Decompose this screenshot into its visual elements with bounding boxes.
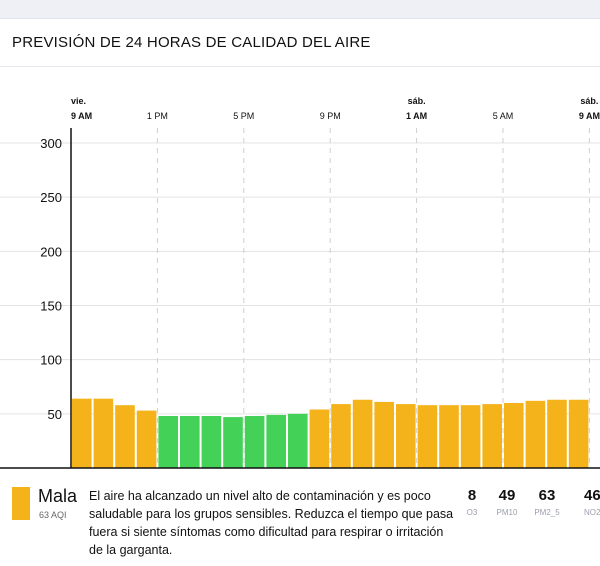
bar <box>504 403 524 468</box>
bar <box>115 405 135 468</box>
x-time-label: 5 PM <box>233 111 254 121</box>
aqi-value: 63 AQI <box>39 510 67 520</box>
pollutant-name: PM2_5 <box>534 508 560 517</box>
x-day-label: sáb. <box>580 96 598 106</box>
x-day-label: sáb. <box>408 96 426 106</box>
pollutant-value: 63 <box>538 487 556 504</box>
x-day-label: vie. <box>71 96 86 106</box>
pollutant-value: 49 <box>498 487 516 504</box>
page-title: PREVISIÓN DE 24 HORAS DE CALIDAD DEL AIR… <box>12 34 371 51</box>
bar <box>547 399 567 468</box>
x-time-label: 5 AM <box>493 111 514 121</box>
bar <box>396 404 416 468</box>
title-divider <box>0 66 600 67</box>
x-time-label: 9 AM <box>579 111 600 121</box>
y-tick-label: 300 <box>40 136 62 151</box>
top-bar <box>0 0 600 19</box>
bar <box>417 405 438 468</box>
bar <box>439 405 459 468</box>
bar <box>158 416 178 468</box>
bar <box>180 416 200 468</box>
bar <box>309 409 330 468</box>
y-tick-label: 150 <box>40 299 62 314</box>
bar <box>288 413 308 468</box>
x-time-label: 1 AM <box>406 111 427 121</box>
x-time-label: 9 AM <box>71 111 92 121</box>
pollutant-value: 46 <box>584 487 600 504</box>
x-time-label: 1 PM <box>147 111 168 121</box>
bar <box>244 416 265 468</box>
bar <box>331 404 351 468</box>
bar <box>201 416 222 468</box>
bar <box>374 401 394 468</box>
level-label: Mala <box>38 486 78 506</box>
bar <box>266 414 286 468</box>
pollutant-no2: 46 NO2 <box>584 487 600 517</box>
bar <box>460 405 481 468</box>
x-time-label: 9 PM <box>320 111 341 121</box>
pollutant-name: O3 <box>466 508 478 517</box>
y-tick-label: 50 <box>48 407 62 422</box>
bar <box>525 400 546 468</box>
pollutant-value: 8 <box>467 487 477 504</box>
pollutant-pm10: 49 PM10 <box>494 487 520 517</box>
pollutant-o3: 8 O3 <box>462 487 482 517</box>
y-tick-label: 100 <box>40 353 62 368</box>
pollutant-name: NO2 <box>584 508 600 517</box>
pollutant-name: PM10 <box>496 508 518 517</box>
level-swatch <box>12 487 30 520</box>
level-description: El aire ha alcanzado un nivel alto de co… <box>89 489 454 557</box>
bar <box>568 399 589 468</box>
pollutant-pm2-5: 63 PM2_5 <box>533 487 561 517</box>
bar <box>93 398 114 468</box>
bar <box>223 417 243 468</box>
bar <box>72 398 92 468</box>
bar <box>352 399 373 468</box>
y-tick-label: 200 <box>40 244 62 259</box>
y-tick-label: 250 <box>40 190 62 205</box>
bar <box>482 404 502 468</box>
bar <box>136 410 157 468</box>
